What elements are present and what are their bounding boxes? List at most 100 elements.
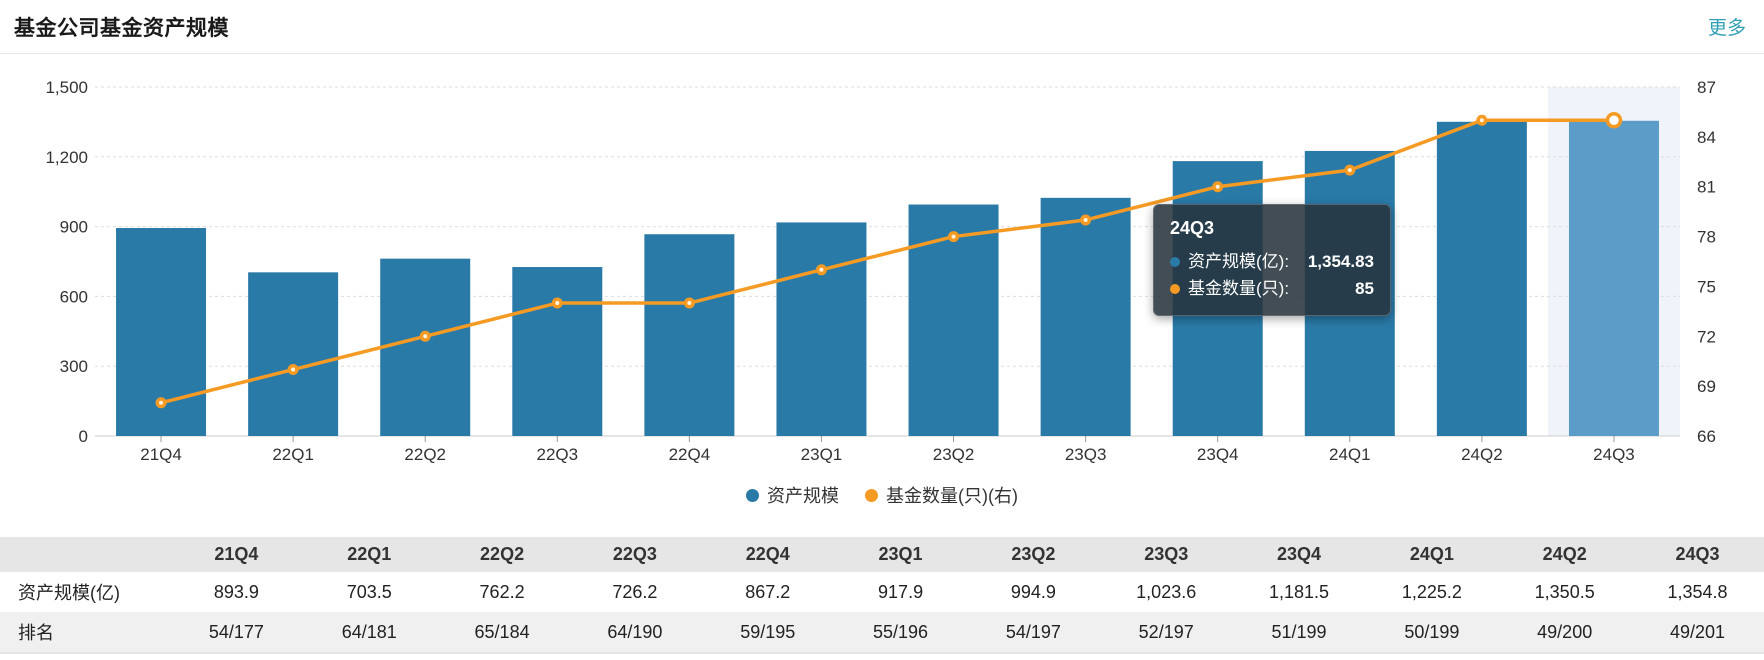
series-dot-icon xyxy=(1170,283,1180,294)
left-axis-label: 600 xyxy=(60,287,88,306)
combo-chart-svg[interactable]: 0 300 600 900 1,200 1,500 66 69 72 75 78 81 84 87 21Q4… xyxy=(0,54,1764,469)
left-axis-label: 1,200 xyxy=(45,148,88,167)
table-cell: 54/197 xyxy=(966,612,1100,654)
left-axis-label: 300 xyxy=(60,357,88,376)
table-cell: 49/201 xyxy=(1631,612,1764,654)
table-column-header: 21Q4 xyxy=(170,537,303,572)
right-axis-label: 69 xyxy=(1697,377,1716,396)
table-column-header: 22Q3 xyxy=(568,537,702,572)
line-point-core xyxy=(291,367,296,372)
tooltip-rows: 资产规模(亿): 1,354.83 基金数量(只): 85 xyxy=(1170,248,1374,302)
bar-23Q1[interactable] xyxy=(776,222,867,436)
chart-area[interactable]: 0 300 600 900 1,200 1,500 66 69 72 75 78 81 84 87 21Q4… xyxy=(0,54,1764,469)
right-axis-label: 72 xyxy=(1697,327,1716,346)
table-wrap: 21Q4 22Q1 22Q2 22Q3 22Q4 23Q1 23Q2 23Q3 23Q4 24Q1… xyxy=(0,537,1764,654)
line-point-24Q3[interactable] xyxy=(1605,111,1623,129)
bar-24Q3[interactable] xyxy=(1568,120,1659,437)
table-cell: 1,350.5 xyxy=(1534,581,1595,602)
table-cell: 64/181 xyxy=(302,612,436,654)
x-axis-label-23Q2: 23Q2 xyxy=(933,445,975,464)
x-axis-label-23Q3: 23Q3 xyxy=(1065,445,1107,464)
line-point-core xyxy=(819,267,824,272)
tooltip: 24Q3 资产规模(亿): 1,354.83 基金数量(只): 85 xyxy=(1153,204,1391,316)
table-cell: 726.2 xyxy=(612,581,658,602)
line-point-core xyxy=(1215,184,1220,189)
table-cell: 893.9 xyxy=(213,581,259,602)
table-row-label: 资产规模(亿) xyxy=(18,583,120,603)
x-axis-label-21Q4: 21Q4 xyxy=(140,445,182,464)
legend-label: 基金数量(只)(右) xyxy=(886,486,1018,506)
table-column-header: 22Q1 xyxy=(302,537,436,572)
line-point-core xyxy=(555,301,560,306)
tooltip-row-label: 资产规模(亿): xyxy=(1188,252,1290,271)
table-column-header: 23Q3 xyxy=(1099,537,1233,572)
fund-count-line xyxy=(159,118,1616,405)
x-axis-label-24Q3: 24Q3 xyxy=(1593,445,1635,464)
quarterly-table: 21Q4 22Q1 22Q2 22Q3 22Q4 23Q1 23Q2 23Q3 23Q4 24Q1… xyxy=(0,537,1764,654)
table-cell: 1,023.6 xyxy=(1136,581,1197,602)
bar-22Q3[interactable] xyxy=(512,267,603,436)
bar-23Q3[interactable] xyxy=(1040,197,1131,436)
right-axis-label: 87 xyxy=(1697,78,1716,97)
x-axis-label-22Q1: 22Q1 xyxy=(272,445,314,464)
legend-item-0[interactable]: 资产规模 xyxy=(746,482,839,508)
tooltip-row-0: 资产规模(亿): 1,354.83 xyxy=(1170,248,1374,275)
table-row: 资产规模(亿) 893.9 703.5 762.2 726.2 867.2 917.9 994… xyxy=(0,572,1764,612)
table-cell: 1,181.5 xyxy=(1269,581,1330,602)
bar-22Q1[interactable] xyxy=(248,272,339,436)
table-cell: 64/190 xyxy=(568,612,702,654)
table-row: 排名 54/177 64/181 65/184 64/190 59/195 55/196 54… xyxy=(0,612,1764,654)
table-cell: 65/184 xyxy=(435,612,569,654)
bar-24Q2[interactable] xyxy=(1436,121,1527,437)
more-link[interactable]: 更多 xyxy=(1707,18,1746,39)
page-title: 基金公司基金资产规模 xyxy=(14,16,229,40)
table-cell: 917.9 xyxy=(878,581,924,602)
tooltip-row-value: 1,354.83 xyxy=(1307,252,1374,271)
table-column-header: 23Q2 xyxy=(966,537,1100,572)
table-cell: 59/195 xyxy=(701,612,835,654)
table-cell: 49/200 xyxy=(1498,612,1632,654)
right-axis-label: 78 xyxy=(1697,228,1716,247)
legend-label: 资产规模 xyxy=(767,486,839,506)
tooltip-title: 24Q3 xyxy=(1170,218,1215,238)
x-axis-label-23Q4: 23Q4 xyxy=(1197,445,1239,464)
table-cell: 54/177 xyxy=(170,612,303,654)
table-column-header: 22Q2 xyxy=(435,537,569,572)
line-point-core xyxy=(159,400,164,405)
line-point-core xyxy=(1479,118,1484,123)
table-cell: 50/199 xyxy=(1365,612,1499,654)
table-cell: 1,225.2 xyxy=(1401,581,1462,602)
table-cell: 762.2 xyxy=(479,581,525,602)
right-axis-label: 81 xyxy=(1697,178,1716,197)
series-dot-icon xyxy=(1170,256,1180,267)
chart-legend: 资产规模 基金数量(只)(右) xyxy=(0,481,1764,509)
right-axis-label: 84 xyxy=(1697,128,1716,147)
line-point-core xyxy=(1083,217,1088,222)
x-axis-label-22Q3: 22Q3 xyxy=(536,445,578,464)
left-axis-label: 900 xyxy=(60,218,88,237)
table-column-header: 22Q4 xyxy=(701,537,835,572)
card-header: 基金公司基金资产规模 更多 xyxy=(0,0,1764,54)
tooltip-row-label: 基金数量(只): xyxy=(1188,279,1290,298)
legend-dot-icon xyxy=(746,488,759,502)
table-header-row: 21Q4 22Q1 22Q2 22Q3 22Q4 23Q1 23Q2 23Q3 23Q4 24Q1… xyxy=(0,537,1764,572)
table-cell: 55/196 xyxy=(834,612,967,654)
table-row-label: 排名 xyxy=(0,612,170,654)
legend-item-1[interactable]: 基金数量(只)(右) xyxy=(865,482,1018,508)
table-column-header: 23Q4 xyxy=(1232,537,1366,572)
table-column-header: 24Q3 xyxy=(1631,537,1764,572)
left-axis-label: 1,500 xyxy=(45,78,88,97)
x-axis-label-22Q2: 22Q2 xyxy=(404,445,446,464)
table-cell: 52/197 xyxy=(1099,612,1233,654)
line-point-core xyxy=(1347,168,1352,173)
table-column-header: 23Q1 xyxy=(834,537,967,572)
right-axis-label: 75 xyxy=(1697,277,1716,296)
line-point-core xyxy=(687,301,692,306)
line-point-core xyxy=(423,334,428,339)
bar-22Q4[interactable] xyxy=(644,234,735,436)
table-cell: 703.5 xyxy=(346,581,392,602)
left-axis-label: 0 xyxy=(79,427,88,446)
tooltip-row-1: 基金数量(只): 85 xyxy=(1170,275,1374,302)
bar-22Q2[interactable] xyxy=(380,258,471,436)
